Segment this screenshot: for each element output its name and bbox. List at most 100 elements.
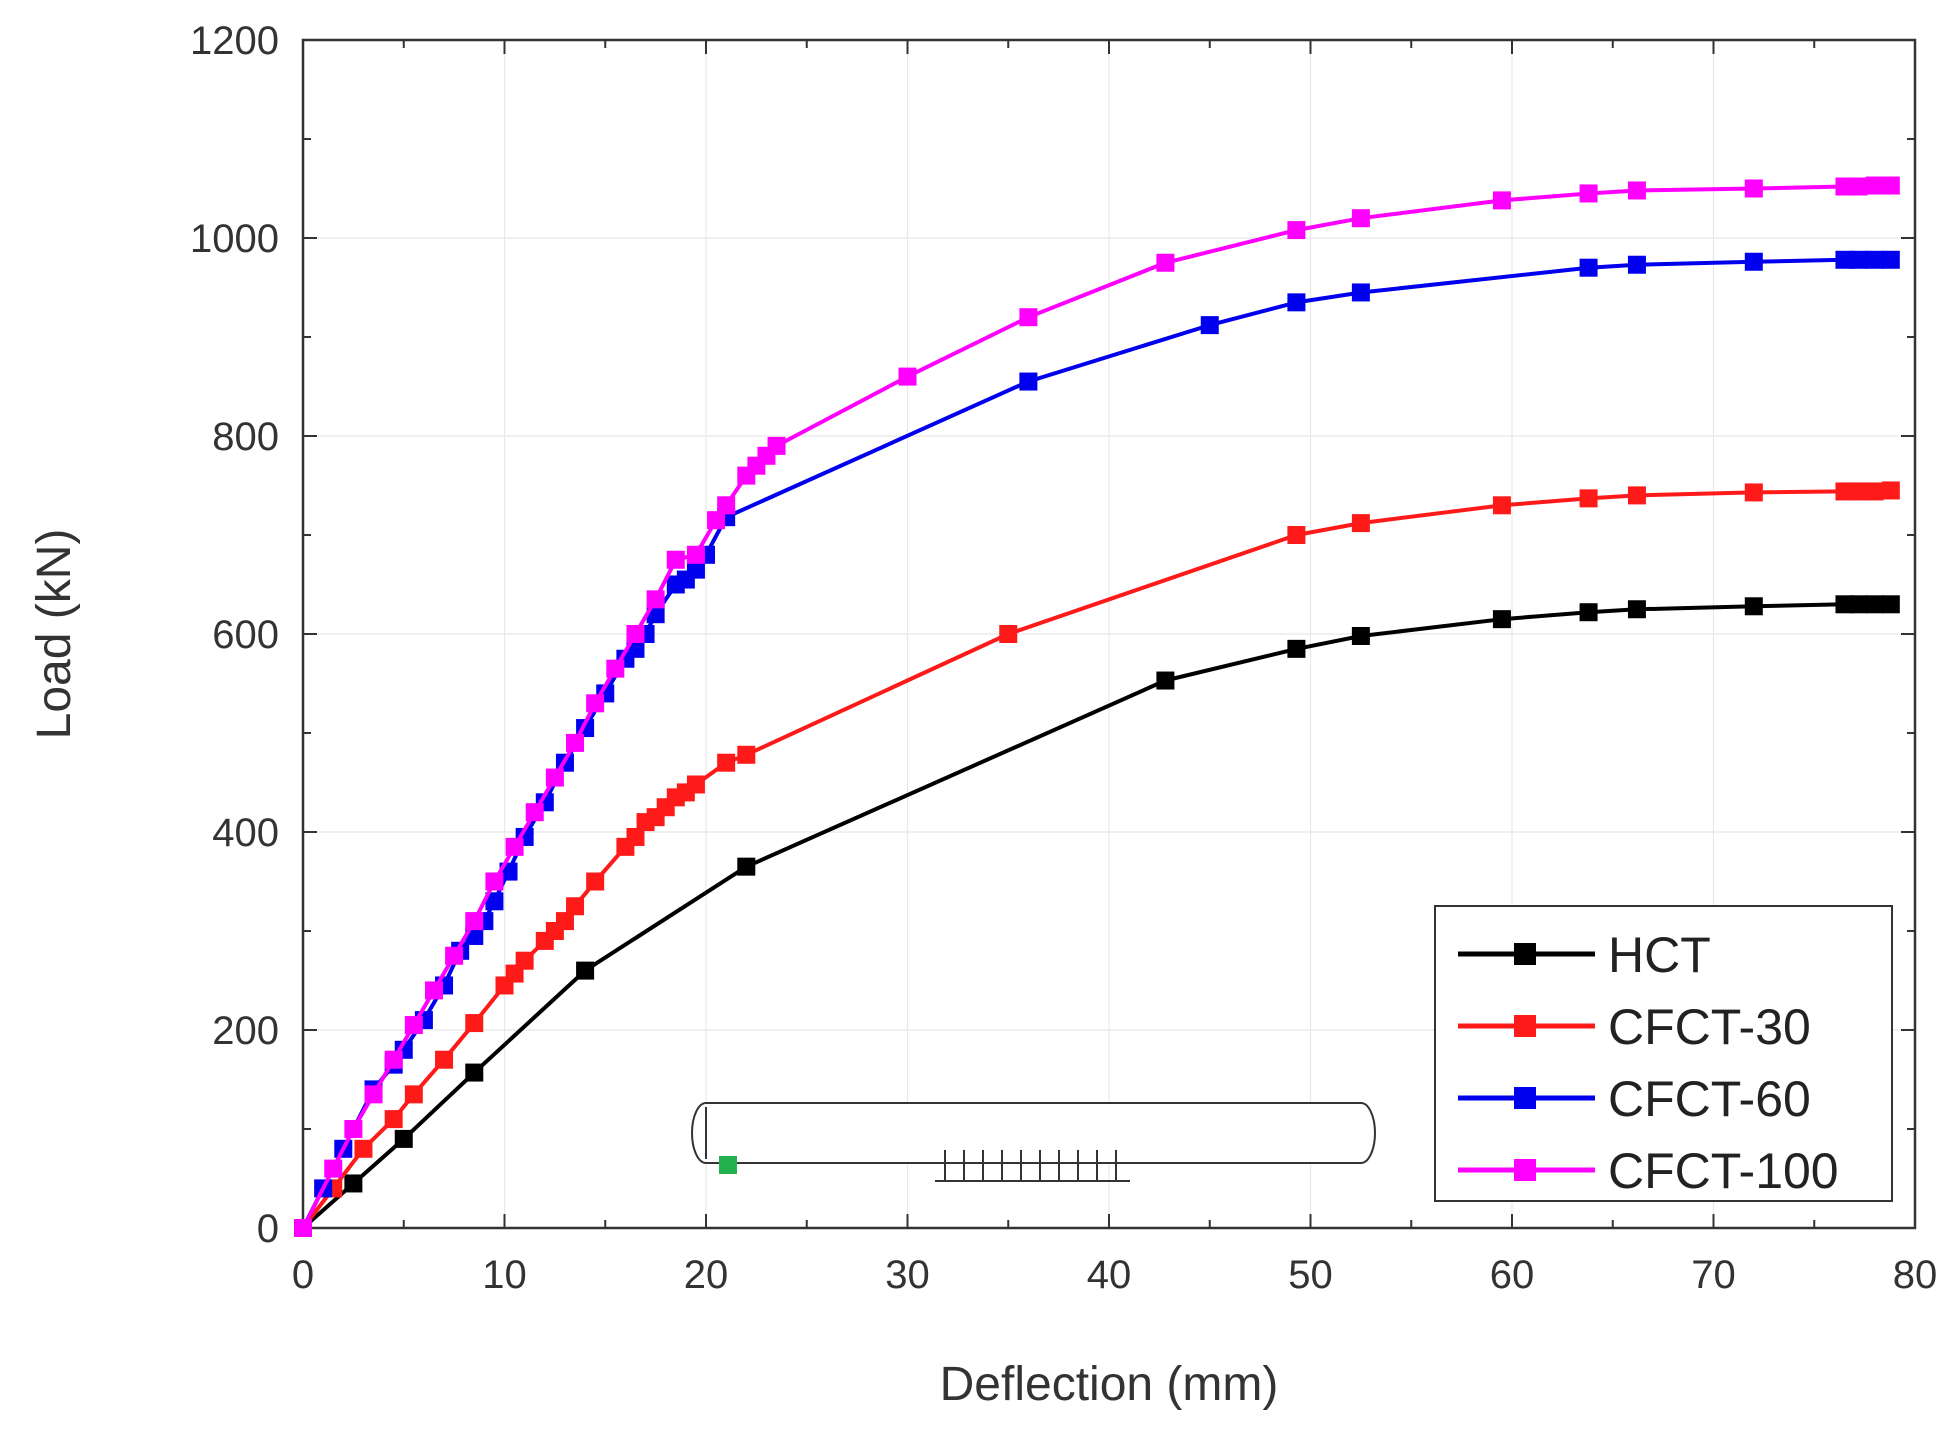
data-point [566,733,585,752]
data-point [586,694,605,713]
x-tick-label: 70 [1691,1253,1736,1297]
data-point [394,1129,413,1148]
y-tick-label: 600 [212,613,279,657]
data-point [898,367,917,386]
data-point [404,1085,423,1104]
legend-label: CFCT-100 [1608,1143,1839,1199]
data-point [384,1050,403,1069]
data-point [354,1139,373,1158]
data-point [1849,177,1868,196]
legend-swatch-marker [1514,1159,1536,1181]
legend-item-cfct-30: CFCT-30 [1458,999,1811,1055]
data-point [1835,250,1854,269]
data-point [1351,626,1370,645]
data-point [1156,671,1175,690]
data-point [1579,184,1598,203]
data-point [1744,179,1763,198]
data-point [294,1219,312,1237]
x-tick-label: 40 [1087,1253,1132,1297]
data-point [445,946,464,965]
legend-label: CFCT-30 [1608,999,1811,1055]
data-point [1627,255,1646,274]
data-point [1287,293,1306,312]
data-point [344,1174,363,1193]
data-point [999,625,1018,643]
x-tick-label: 0 [292,1253,314,1297]
y-tick-label: 0 [257,1207,279,1251]
data-point [1287,639,1306,658]
data-point [606,659,625,678]
data-point [1881,595,1900,614]
data-point [1865,250,1884,269]
data-point [626,827,645,846]
data-point [435,1050,454,1069]
data-point [1492,496,1511,515]
grid [303,40,1915,1228]
data-point [344,1120,363,1138]
data-point [515,951,534,970]
x-tick-label: 50 [1288,1253,1333,1297]
data-point [1835,177,1854,196]
data-point [686,775,705,794]
legend: HCT CFCT-30 CFCT-60 CFCT-100 [1434,905,1893,1202]
data-point [364,1085,383,1104]
y-axis-title: Load (kN) [28,529,81,740]
data-point [1881,176,1900,195]
data-point [1579,603,1598,622]
data-point [576,961,595,980]
data-point [586,872,605,891]
y-tick-label: 800 [212,415,279,459]
data-point [545,768,564,787]
data-point [465,1063,484,1082]
legend-swatch-marker [1514,1015,1536,1037]
data-point [525,803,544,822]
data-point [1881,250,1900,269]
data-point [465,912,484,931]
x-tick-label: 30 [885,1253,930,1297]
data-point [1019,308,1038,327]
data-point [1019,372,1038,391]
data-point [1579,489,1598,508]
specimen-inset [691,1102,1376,1182]
data-point [1744,252,1763,271]
data-point [1627,486,1646,505]
specimen-tube [691,1102,1376,1164]
x-tick-label: 10 [482,1253,527,1297]
gauge-marker [719,1156,737,1174]
data-point [1287,526,1306,544]
data-point [384,1110,403,1129]
x-tick-label: 20 [684,1253,729,1297]
data-point [1579,258,1598,277]
data-point [1744,597,1763,616]
x-tick-label: 60 [1490,1253,1535,1297]
legend-label: HCT [1608,927,1711,983]
data-point [686,545,705,564]
data-point [424,981,443,1000]
data-point [505,837,524,856]
data-point [1351,283,1370,302]
legend-item-hct: HCT [1458,927,1711,983]
data-point [1351,514,1370,533]
series-cfct-100 [294,176,1900,1237]
data-point [1849,250,1868,269]
data-point [566,897,585,916]
x-axis-title: Deflection (mm) [940,1358,1279,1411]
data-point [1492,610,1511,629]
data-point [666,550,685,569]
data-point [1287,221,1306,240]
data-point [1200,316,1219,335]
data-point [485,892,504,911]
data-point [1156,253,1175,272]
legend-label: CFCT-60 [1608,1071,1811,1127]
data-point [1351,209,1370,228]
data-point [1835,595,1854,614]
y-tick-label: 1000 [190,217,279,261]
legend-item-cfct-100: CFCT-100 [1458,1143,1839,1199]
data-point [324,1159,343,1178]
series-cfct-30 [294,481,1900,1237]
data-point [1881,481,1900,500]
data-point [737,857,756,876]
